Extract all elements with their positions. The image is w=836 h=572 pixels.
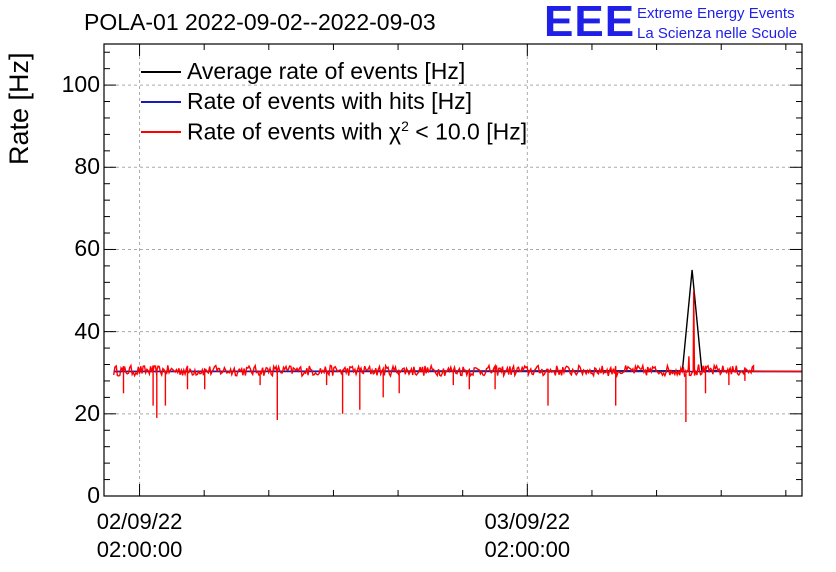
y-tick-label: 100 [61, 71, 100, 98]
x-tick-label: 02/09/22 02:00:00 [60, 508, 220, 564]
axes [103, 43, 803, 497]
x-tick-date: 02/09/22 [96, 509, 183, 534]
logo-line-1: Extreme Energy Events [637, 5, 795, 22]
y-tick-label: 40 [74, 317, 100, 344]
plot-frame [103, 43, 803, 497]
x-tick-label: 03/09/22 02:00:00 [447, 508, 607, 564]
x-tick-time: 02:00:00 [96, 537, 183, 562]
legend-label: Rate of events with hits [Hz] [187, 88, 473, 114]
y-tick-label: 20 [74, 399, 100, 426]
legend-label: Average rate of events [Hz] [187, 58, 466, 84]
y-tick-label: 0 [87, 482, 100, 508]
grid [104, 44, 802, 496]
series-line-2 [113, 290, 802, 422]
legend-label: Rate of events with χ2 < 10.0 [Hz] [187, 118, 528, 145]
chart-title: POLA-01 2022-09-02--2022-09-03 [84, 9, 436, 35]
y-axis-label: Rate [Hz] [4, 52, 34, 165]
series-line-0 [113, 269, 803, 373]
series-layer [113, 269, 803, 422]
legend-swatch-blue [141, 101, 181, 103]
x-tick-time: 02:00:00 [484, 537, 571, 562]
legend-swatch-black [141, 71, 181, 73]
y-tick-label: 80 [74, 153, 100, 180]
logo-line-2: La Scienza nelle Scuole [637, 25, 798, 42]
eee-logo: EEE [544, 0, 636, 46]
x-tick-date: 03/09/22 [484, 509, 571, 534]
y-tick-label: 60 [74, 235, 100, 262]
legend-swatch-red [141, 131, 181, 133]
